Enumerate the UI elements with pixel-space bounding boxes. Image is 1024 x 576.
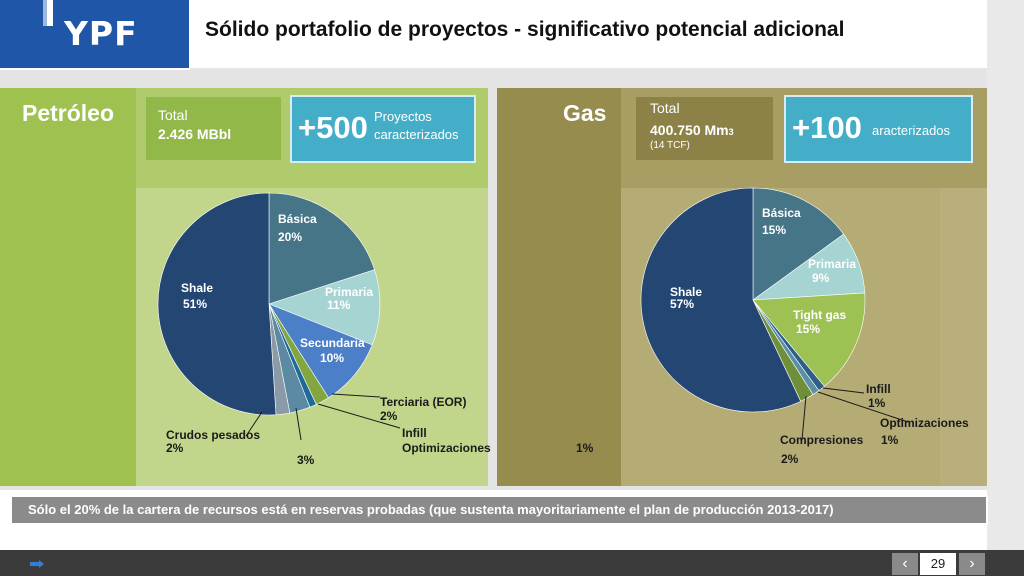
oil-label-shale-pct: 51% — [183, 297, 208, 311]
gas-label-basica-pct: 15% — [762, 223, 787, 237]
gas-pie-chart — [640, 187, 866, 413]
prev-page-button[interactable]: ‹ — [892, 553, 918, 575]
page-title: Sólido portafolio de proyectos - signifi… — [205, 18, 845, 41]
leader-line-terciaria — [331, 393, 381, 398]
leader-line-optimizaciones — [295, 407, 302, 441]
gas-projects-text: aracterizados — [872, 123, 951, 138]
oil-projects-line1: Proyectos — [374, 109, 432, 124]
leader-line-infill — [317, 403, 401, 429]
gas-projects-box: +100 aracterizados — [784, 95, 973, 163]
footer-note: Sólo el 20% de la cartera de recursos es… — [28, 502, 834, 517]
oil-label-crudos: Crudos pesados — [166, 428, 261, 442]
oil-label-crudos-pct: 2% — [166, 441, 184, 455]
pie-slice-shale — [157, 192, 277, 416]
pie-slice-tight-gas — [752, 292, 866, 387]
gas-total-box: Total 400.750 Mm3 (14 TCF) — [636, 97, 773, 160]
oil-total-value: 2.426 MBbl — [158, 126, 232, 142]
oil-heading: Petróleo — [22, 100, 115, 126]
pie-slice-primaria — [268, 269, 381, 346]
gas-label-primaria: Primaria — [808, 257, 857, 271]
page-number: 29 — [920, 553, 956, 575]
gas-right-band — [940, 188, 987, 486]
ypf-logo: YPF — [0, 0, 189, 68]
gas-label-primaria-pct: 9% — [812, 271, 830, 285]
right-margin-strip — [987, 0, 1024, 576]
oil-label-terciaria: Terciaria (EOR) — [380, 395, 467, 409]
oil-label-secundaria: Secundaria — [300, 336, 365, 350]
oil-label-primaria-pct: 11% — [327, 298, 351, 312]
gas-label-infill: Infill — [866, 382, 891, 396]
header-divider — [190, 68, 990, 70]
oil-label-shale: Shale — [181, 281, 214, 295]
gas-label-optimizaciones: Optimizaciones — [880, 416, 969, 430]
oil-label-basica: Básica — [278, 212, 317, 226]
gas-label-compresiones-pct: 1% — [881, 433, 899, 447]
next-page-button[interactable]: › — [959, 553, 985, 575]
gas-side-band — [497, 88, 621, 486]
oil-total-label: Total — [158, 107, 188, 123]
oil-label-infill-pct: 1% — [576, 441, 594, 455]
leader-line-crudos — [245, 411, 263, 437]
gas-label-basica: Básica — [762, 206, 801, 220]
oil-projects-count: +500 — [298, 110, 368, 145]
gas-total-value-sup: 3 — [728, 127, 734, 137]
oil-label-optimizaciones-pct: 3% — [297, 453, 315, 467]
gas-total-value: 400.750 Mm — [650, 122, 729, 138]
gas-label-tight-pct: 15% — [796, 322, 821, 336]
oil-projects-box: +500 Proyectos caracterizados — [290, 95, 476, 163]
leader-lines — [245, 387, 909, 441]
leader-line-compresiones — [801, 395, 807, 441]
arrow-right-icon — [30, 560, 44, 568]
oil-total-box: Total 2.426 MBbl — [146, 97, 281, 160]
leader-line-infill-gas — [822, 387, 865, 394]
pie-slice-b-sica — [752, 187, 845, 301]
oil-label-primaria: Primaria — [325, 285, 374, 299]
pie-slice-b-sica — [268, 192, 375, 305]
oil-label-basica-pct: 20% — [278, 230, 303, 244]
gas-total-label: Total — [650, 100, 680, 116]
bottom-bar — [0, 550, 1024, 576]
gas-label-infill-pct: 1% — [868, 396, 886, 410]
oil-projects-line2: caracterizados — [374, 127, 459, 142]
oil-pie-chart — [157, 192, 381, 416]
oil-label-infill: Infill — [402, 426, 427, 440]
oil-label-terciaria-pct: 2% — [380, 409, 398, 423]
gas-label-compresiones-pct2: 2% — [781, 452, 799, 466]
note-bar — [10, 495, 988, 525]
gas-total-tcf: (14 TCF) — [650, 140, 690, 151]
gas-label-shale: Shale — [670, 285, 703, 299]
oil-label-optimizaciones: Optimizaciones — [402, 441, 491, 455]
gas-projects-count: +100 — [792, 110, 862, 145]
gas-label-shale-pct: 57% — [670, 297, 695, 311]
gas-label-compresiones: Compresiones — [780, 433, 864, 447]
logo-text: YPF — [64, 14, 138, 53]
gas-heading: Gas — [563, 100, 607, 126]
pie-slice-shale — [640, 187, 802, 413]
leader-line-optimizaciones-gas — [817, 391, 909, 423]
gas-label-tight: Tight gas — [793, 308, 847, 322]
oil-label-secundaria-pct: 10% — [320, 351, 345, 365]
oil-side-band — [0, 88, 136, 486]
